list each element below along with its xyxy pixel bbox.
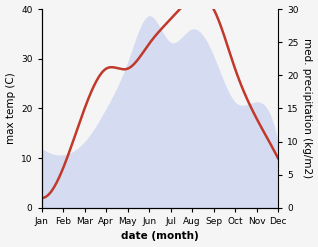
X-axis label: date (month): date (month) bbox=[121, 231, 199, 242]
Y-axis label: max temp (C): max temp (C) bbox=[5, 73, 16, 144]
Y-axis label: med. precipitation (kg/m2): med. precipitation (kg/m2) bbox=[302, 38, 313, 179]
